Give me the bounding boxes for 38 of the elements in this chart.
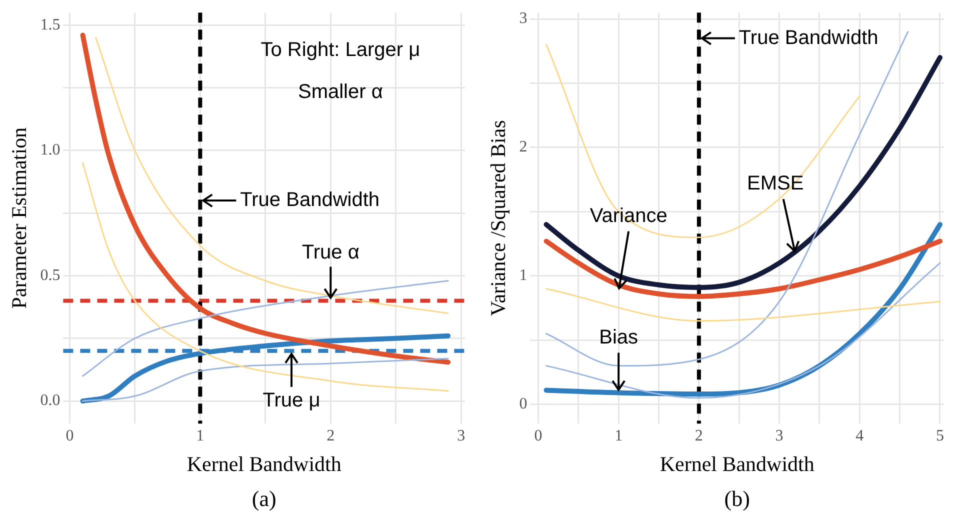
annotation: Smaller α — [298, 81, 383, 104]
annotation: True μ — [262, 389, 320, 412]
annotation: Bias — [599, 326, 638, 348]
annotation: True α — [302, 241, 360, 264]
x-tick-label: 2 — [326, 427, 335, 444]
y-tick-label: 2 — [519, 138, 528, 156]
x-tick-label: 2 — [694, 427, 703, 444]
line-series — [95, 36, 449, 314]
text: (b) — [724, 486, 750, 511]
annotation: To Right: Larger μ — [260, 39, 420, 62]
x-axis-title: Kernel Bandwidth — [660, 452, 815, 476]
annotation: True Bandwidth — [738, 26, 878, 49]
y-tick-label: 3 — [519, 10, 528, 28]
x-tick-label: 3 — [457, 427, 466, 444]
annotation: EMSE — [747, 172, 804, 195]
y-tick-label: 1.5 — [40, 16, 60, 34]
x-tick-label: 1 — [614, 427, 623, 444]
line-series — [82, 280, 449, 377]
x-axis-title: Kernel Bandwidth — [186, 452, 342, 476]
y-tick-label: 1.0 — [40, 142, 60, 159]
y-axis-title: Parameter Estimation — [7, 126, 32, 309]
annotation: True Bandwidth — [240, 189, 380, 212]
line-series — [546, 44, 860, 238]
y-tick-label: 0.5 — [40, 266, 60, 284]
x-tick-label: 5 — [936, 427, 944, 444]
text: (a) — [252, 486, 276, 511]
x-tick-label: 0 — [534, 427, 542, 444]
x-tick-label: 0 — [66, 427, 74, 444]
line-series — [82, 162, 449, 392]
y-axis-title: Variance /Squared Bias — [486, 120, 510, 316]
x-tick-label: 4 — [856, 427, 864, 444]
y-tick-label: 1 — [519, 267, 528, 284]
x-tick-label: 3 — [775, 427, 784, 444]
line-series — [546, 31, 909, 367]
y-tick-label: 0 — [519, 396, 528, 413]
y-tick-label: 0.0 — [40, 392, 60, 410]
annotation: Variance — [590, 204, 668, 227]
x-tick-label: 1 — [196, 427, 204, 444]
